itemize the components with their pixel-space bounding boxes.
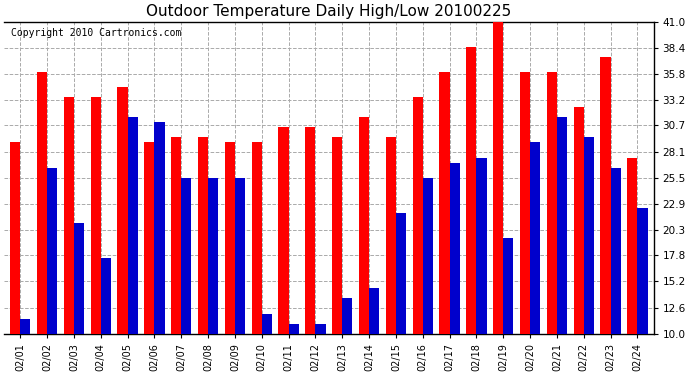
Bar [477, 158, 486, 334]
Bar [315, 324, 326, 334]
Bar [503, 238, 513, 334]
Bar [198, 138, 208, 334]
Bar [262, 314, 272, 334]
Bar [386, 138, 396, 334]
Bar [305, 128, 315, 334]
Bar [288, 324, 299, 334]
Bar [396, 213, 406, 334]
Bar [557, 117, 567, 334]
Bar [493, 22, 503, 334]
Bar [342, 298, 353, 334]
Bar [47, 168, 57, 334]
Bar [171, 138, 181, 334]
Bar [530, 142, 540, 334]
Bar [128, 117, 138, 334]
Bar [101, 258, 111, 334]
Bar [37, 72, 47, 334]
Title: Outdoor Temperature Daily High/Low 20100225: Outdoor Temperature Daily High/Low 20100… [146, 4, 511, 19]
Bar [20, 319, 30, 334]
Bar [600, 57, 611, 334]
Bar [117, 87, 128, 334]
Bar [627, 158, 638, 334]
Text: Copyright 2010 Cartronics.com: Copyright 2010 Cartronics.com [10, 28, 181, 38]
Bar [252, 142, 262, 334]
Bar [359, 117, 369, 334]
Bar [546, 72, 557, 334]
Bar [10, 142, 20, 334]
Bar [63, 97, 74, 334]
Bar [423, 178, 433, 334]
Bar [520, 72, 530, 334]
Bar [225, 142, 235, 334]
Bar [584, 138, 594, 334]
Bar [144, 142, 155, 334]
Bar [90, 97, 101, 334]
Bar [181, 178, 191, 334]
Bar [278, 128, 288, 334]
Bar [638, 208, 648, 334]
Bar [74, 223, 84, 334]
Bar [155, 122, 165, 334]
Bar [450, 163, 460, 334]
Bar [466, 47, 477, 334]
Bar [573, 107, 584, 334]
Bar [208, 178, 218, 334]
Bar [369, 288, 380, 334]
Bar [332, 138, 342, 334]
Bar [440, 72, 450, 334]
Bar [235, 178, 245, 334]
Bar [611, 168, 621, 334]
Bar [413, 97, 423, 334]
